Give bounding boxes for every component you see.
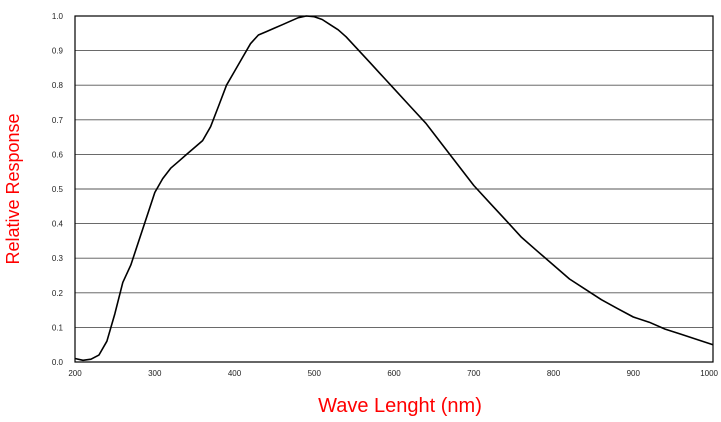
x-tick-label: 200 xyxy=(68,369,82,378)
y-tick-label: 0.3 xyxy=(52,254,64,263)
x-tick-label: 900 xyxy=(627,369,641,378)
y-tick-label: 0.8 xyxy=(52,81,64,90)
y-tick-label: 0.0 xyxy=(52,358,64,367)
plot-frame xyxy=(74,15,714,363)
x-tick-label: 500 xyxy=(308,369,322,378)
x-tick-labels: 200 300 400 500 600 700 800 900 1000 xyxy=(68,369,718,378)
y-tick-label: 0.2 xyxy=(52,289,64,298)
response-curve xyxy=(74,15,714,362)
y-tick-label: 0.9 xyxy=(52,47,64,56)
y-tick-label: 0.1 xyxy=(52,323,64,332)
y-tick-label: 1.0 xyxy=(52,12,64,21)
y-tick-labels: 0.0 0.1 0.2 0.3 0.4 0.5 0.6 0.7 0.8 0.9 1.0 xyxy=(52,12,64,367)
y-tick-label: 0.5 xyxy=(52,185,64,194)
x-tick-label: 600 xyxy=(387,369,401,378)
x-tick-label: 800 xyxy=(547,369,561,378)
y-axis-label: Relative Response xyxy=(3,113,23,264)
gridlines xyxy=(75,15,713,363)
y-tick-label: 0.4 xyxy=(52,220,64,229)
y-tick-label: 0.7 xyxy=(52,116,64,125)
x-tick-label: 1000 xyxy=(700,369,718,378)
x-axis-label: Wave Lenght (nm) xyxy=(318,395,482,417)
x-tick-label: 700 xyxy=(467,369,481,378)
x-tick-label: 400 xyxy=(228,369,242,378)
x-tick-label: 300 xyxy=(148,369,162,378)
y-tick-label: 0.6 xyxy=(52,150,64,159)
